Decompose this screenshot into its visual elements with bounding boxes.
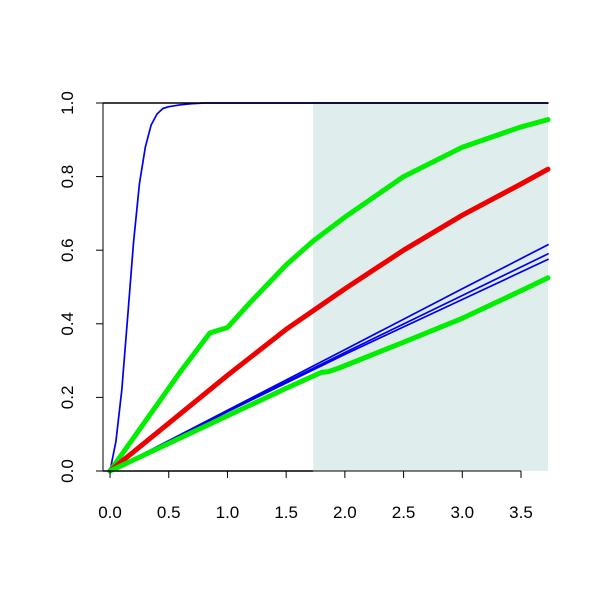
y-tick-label: 0.2 — [58, 386, 77, 410]
x-tick-label: 2.0 — [333, 503, 357, 522]
y-tick-label: 0.0 — [58, 459, 77, 483]
series-line-2 — [107, 117, 551, 474]
y-tick-label: 0.8 — [58, 165, 77, 189]
series-line-7 — [107, 275, 551, 474]
y-tick-label: 0.4 — [58, 312, 77, 336]
x-tick-label: 0.5 — [157, 503, 181, 522]
y-tick-label: 0.6 — [58, 238, 77, 262]
series-line-3 — [107, 166, 551, 474]
series-layer — [107, 102, 551, 474]
x-tick-label: 1.5 — [274, 503, 298, 522]
x-tick-label: 2.5 — [392, 503, 416, 522]
axes-layer: 0.0 0.5 1.0 1.5 2.0 2.5 3.0 3.5 0.0 0.2 0.4 0.6 0.8 1… — [58, 91, 548, 522]
x-tick-label: 1.0 — [216, 503, 240, 522]
x-tick-label: 3.5 — [509, 503, 533, 522]
x-tick-label: 0.0 — [98, 503, 122, 522]
x-tick-label: 3.0 — [450, 503, 474, 522]
y-tick-label: 1.0 — [58, 91, 77, 115]
